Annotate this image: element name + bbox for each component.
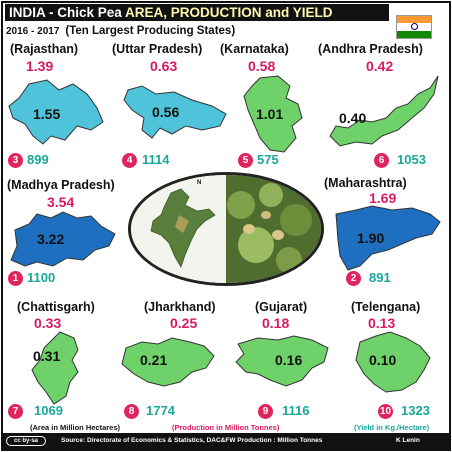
legend-production: (Production in Million Tonnes) [172, 423, 280, 432]
production-chattisgarh: 0.33 [34, 315, 62, 331]
state-shape-maharashtra [335, 205, 441, 271]
state-name-gujarat: (Gujarat) [255, 300, 308, 314]
state-name-rajasthan: (Rajasthan) [10, 42, 79, 56]
india-flag-icon [396, 15, 432, 39]
area-madhya-pradesh: 3.22 [37, 231, 65, 247]
production-telengana: 0.13 [368, 315, 396, 331]
legend-area: (Area in Million Hectares) [30, 423, 121, 432]
production-rajasthan: 1.39 [26, 58, 54, 74]
state-shape-karnataka [243, 75, 303, 153]
area-gujarat: 0.16 [275, 352, 303, 368]
yield-telengana: 1323 [401, 403, 430, 418]
rank-badge-telengana: 10 [378, 404, 393, 419]
yield-chattisgarh: 1069 [34, 403, 63, 418]
state-name-maharashtra: (Maharashtra) [324, 176, 407, 190]
north-arrow-icon: N [197, 180, 202, 186]
state-shape-uttar-pradesh [123, 85, 227, 139]
flag-saffron-band [397, 16, 431, 24]
production-gujarat: 0.18 [262, 315, 290, 331]
production-maharashtra: 1.69 [369, 190, 397, 206]
state-name-karnataka: (Karnataka) [220, 42, 289, 56]
rank-badge-madhya-pradesh: 1 [8, 271, 23, 286]
area-jharkhand: 0.21 [140, 352, 168, 368]
rank-badge-maharashtra: 2 [346, 271, 361, 286]
state-name-uttar-pradesh: (Uttar Pradesh) [112, 42, 203, 56]
rank-badge-jharkhand: 8 [124, 404, 139, 419]
state-fill-madhya-pradesh [10, 211, 116, 267]
production-madhya-pradesh: 3.54 [47, 194, 75, 210]
area-uttar-pradesh: 0.56 [152, 104, 180, 120]
state-fill-telengana [355, 331, 431, 393]
yield-jharkhand: 1774 [146, 403, 175, 418]
area-karnataka: 1.01 [256, 106, 284, 122]
production-jharkhand: 0.25 [170, 315, 198, 331]
area-rajasthan: 1.55 [33, 106, 61, 122]
title-prefix: INDIA - Chick Pea [9, 5, 126, 20]
state-name-madhya-pradesh: (Madhya Pradesh) [7, 178, 115, 192]
flag-chakra-icon [410, 23, 418, 31]
flag-white-band [397, 23, 431, 31]
state-fill-maharashtra [335, 205, 441, 271]
india-map-and-chickpea-image [131, 175, 321, 283]
rank-badge-karnataka: 5 [238, 153, 253, 168]
state-fill-jharkhand [121, 337, 215, 387]
rank-badge-andhra-pradesh: 6 [374, 153, 389, 168]
rank-badge-uttar-pradesh: 4 [122, 153, 137, 168]
yield-rajasthan: 899 [27, 152, 49, 167]
state-fill-gujarat [235, 335, 329, 387]
yield-gujarat: 1116 [282, 403, 310, 418]
yield-madhya-pradesh: 1100 [27, 270, 56, 285]
production-andhra-pradesh: 0.42 [366, 58, 394, 74]
rank-badge-rajasthan: 3 [8, 153, 23, 168]
production-uttar-pradesh: 0.63 [150, 58, 178, 74]
state-shape-rajasthan [8, 79, 104, 145]
state-fill-rajasthan [8, 79, 104, 145]
state-shape-andhra-pradesh [329, 75, 439, 147]
state-shape-jharkhand [121, 337, 215, 387]
state-name-jharkhand: (Jharkhand) [144, 300, 216, 314]
state-fill-uttar-pradesh [123, 85, 227, 139]
area-chattisgarh: 0.31 [33, 348, 61, 364]
yield-karnataka: 575 [257, 152, 279, 167]
subtitle-years: 2016 - 2017 [6, 26, 60, 37]
cc-license-icon: cc by-sa [6, 436, 46, 446]
title-bar: INDIA - Chick Pea AREA, PRODUCTION and Y… [5, 4, 389, 21]
subtitle-text: (Ten Largest Producing States) [65, 25, 236, 37]
author-credit: K Lenin [396, 437, 420, 444]
production-karnataka: 0.58 [248, 58, 276, 74]
state-fill-karnataka [243, 75, 303, 153]
yield-uttar-pradesh: 1114 [142, 152, 170, 167]
state-shape-telengana [355, 331, 431, 393]
rank-badge-chattisgarh: 7 [8, 404, 23, 419]
area-andhra-pradesh: 0.40 [339, 110, 367, 126]
source-note: Source: Directorate of Economics & Stati… [61, 437, 323, 444]
flag-green-band [397, 30, 431, 38]
yield-andhra-pradesh: 1053 [397, 152, 426, 167]
rank-badge-gujarat: 9 [258, 404, 273, 419]
footer-bar: cc by-sa Source: Directorate of Economic… [3, 433, 449, 449]
state-name-andhra-pradesh: (Andhra Pradesh) [318, 42, 423, 56]
state-fill-chattisgarh [31, 331, 79, 405]
state-shape-chattisgarh [31, 331, 79, 405]
center-illustration [128, 172, 324, 286]
state-shape-gujarat [235, 335, 329, 387]
subtitle: 2016 - 2017 (Ten Largest Producing States… [6, 23, 386, 39]
state-name-telengana: (Telengana) [351, 300, 421, 314]
area-telengana: 0.10 [369, 352, 397, 368]
title-highlight: AREA, PRODUCTION and YIELD [125, 5, 333, 20]
legend-yield: (Yield in Kg./Hectare) [354, 423, 430, 432]
state-name-chattisgarh: (Chattisgarh) [17, 300, 95, 314]
area-maharashtra: 1.90 [357, 230, 385, 246]
state-shape-madhya-pradesh [10, 211, 116, 267]
yield-maharashtra: 891 [369, 270, 391, 285]
state-fill-andhra-pradesh [329, 75, 439, 147]
